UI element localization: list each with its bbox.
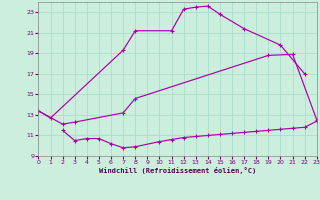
X-axis label: Windchill (Refroidissement éolien,°C): Windchill (Refroidissement éolien,°C) <box>99 167 256 174</box>
